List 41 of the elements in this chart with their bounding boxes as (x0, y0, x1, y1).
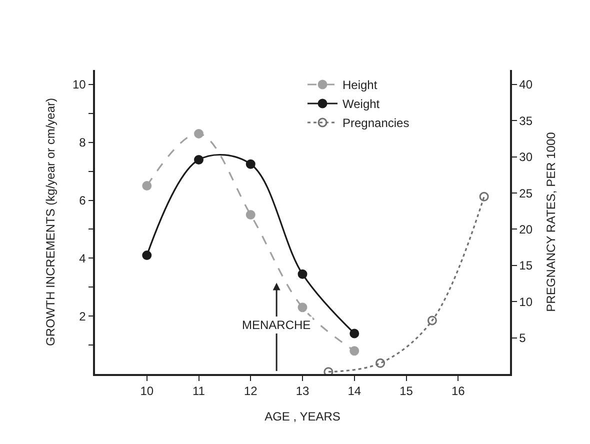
y2-tick-label: 25 (519, 186, 533, 200)
y2-tick-label: 20 (519, 222, 533, 236)
x-tick-label: 14 (348, 384, 362, 398)
point (142, 181, 152, 191)
y2-tick-label: 40 (519, 78, 533, 92)
y2-tick-label: 10 (519, 294, 533, 309)
y-tick-label: 6 (79, 193, 86, 208)
y2-tick-label: 5 (519, 331, 526, 346)
x-tick-label: 15 (400, 384, 414, 398)
legend-label: Pregnancies (342, 116, 410, 130)
y2-tick-label: 30 (519, 150, 533, 164)
point (350, 346, 360, 356)
y-axis-title: GROWTH INCREMENTS (kg/year or cm/year) (43, 98, 58, 346)
y2-tick-label: 15 (519, 258, 533, 273)
point (427, 316, 437, 326)
point (298, 269, 308, 279)
y-tick-label: 4 (79, 251, 86, 266)
y-tick-label: 8 (79, 136, 86, 150)
y2-tick-label: 35 (519, 114, 533, 128)
y2-axis-title: PREGNANCY RATES, PER 1000 (544, 132, 558, 312)
point (142, 250, 152, 260)
point (376, 358, 386, 368)
point (324, 367, 334, 374)
point (479, 192, 489, 202)
point (194, 128, 204, 138)
point (298, 302, 308, 312)
x-tick-label: 10 (140, 384, 154, 398)
point (246, 159, 256, 169)
y-tick-label: 10 (72, 78, 86, 92)
annotation: MENARCHE (242, 318, 311, 332)
point (350, 328, 360, 338)
x-tick-label: 16 (451, 384, 466, 398)
y-tick-label: 2 (79, 309, 86, 324)
point (246, 210, 256, 220)
point (194, 155, 204, 164)
x-tick-label: 13 (296, 384, 310, 398)
x-tick-label: 11 (192, 384, 206, 398)
legend-label: Weight (342, 97, 380, 112)
x-axis-title: AGE , YEARS (264, 410, 340, 424)
legend-label: Height (342, 78, 378, 92)
x-tick-label: 12 (244, 384, 258, 398)
